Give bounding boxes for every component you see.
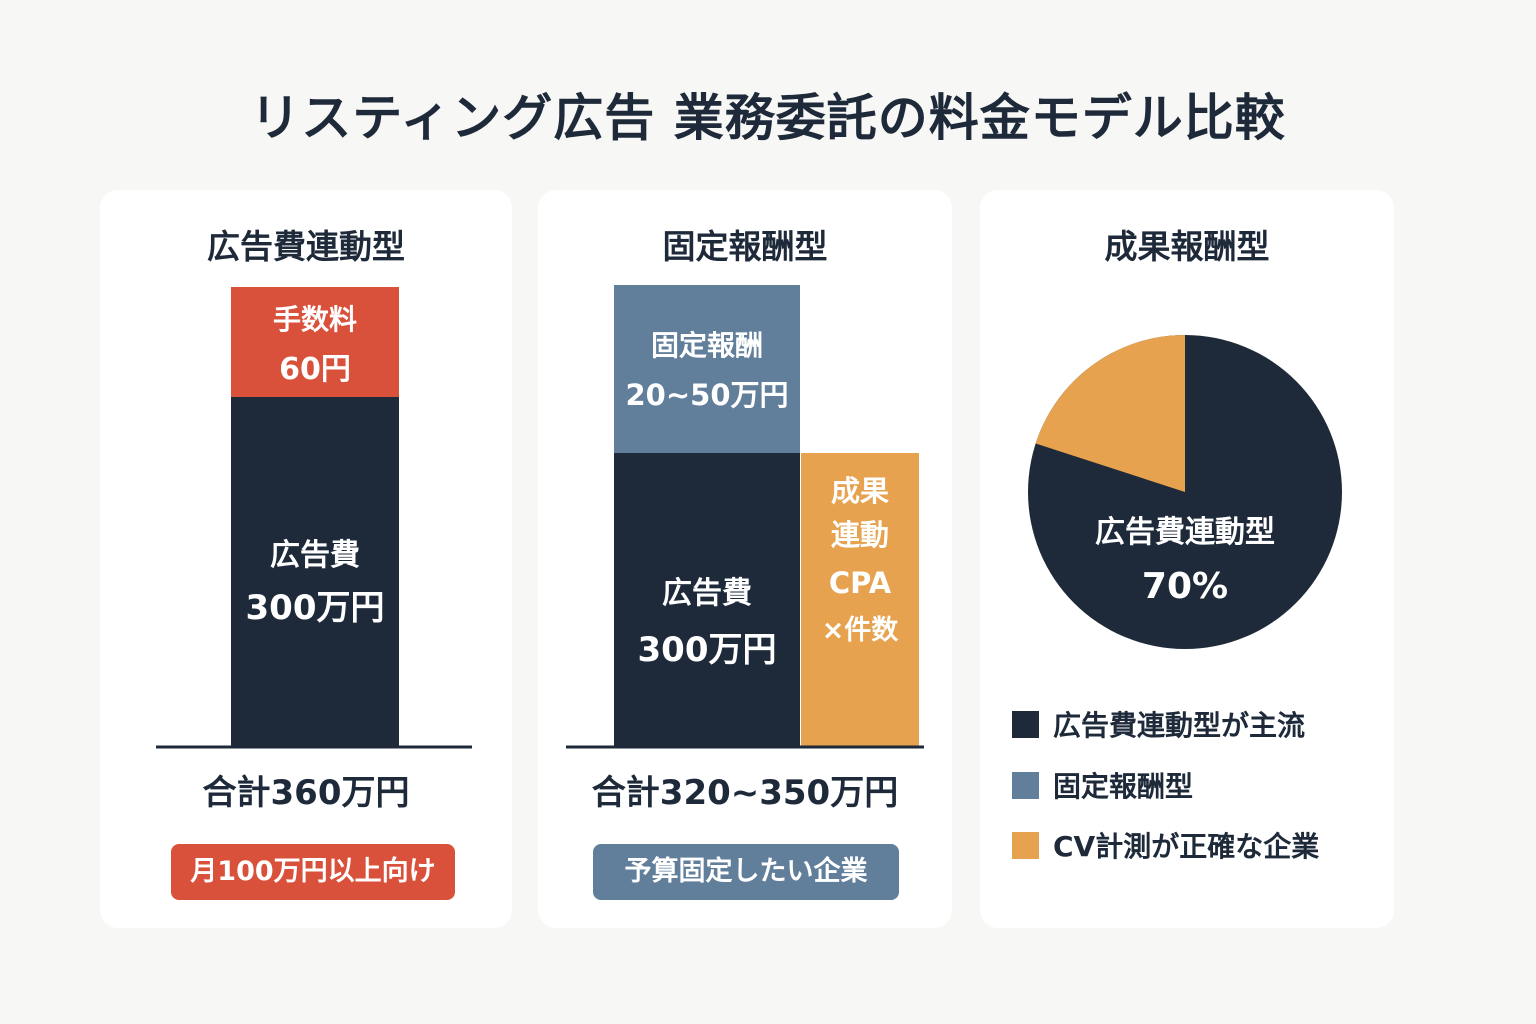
legend-label: 広告費連動型が主流 <box>1053 709 1306 742</box>
bar-segment-fixed-fee <box>614 285 800 453</box>
bar-label-performance-2: 連動 <box>831 518 889 552</box>
legend-swatch <box>1012 771 1039 799</box>
legend-label: 固定報酬型 <box>1053 770 1194 803</box>
card-performance-fee: 成果報酬型 広告費連動型 70% <box>980 190 1394 928</box>
target-badge: 予算固定したい企業 <box>593 844 899 900</box>
legend-item-cv: CV計測が正確な企業 <box>1012 829 1319 865</box>
page-title: リスティング広告 業務委託の料金モデル比較 <box>250 89 1286 147</box>
legend-item-ad-spend: 広告費連動型が主流 <box>1012 708 1305 744</box>
target-badge: 月100万円以上向け <box>171 844 455 900</box>
total-label: 合計360万円 <box>202 773 410 813</box>
card-fixed-fee: 固定報酬型 広告費 300万円 固定報酬 20~50万円 成果 連動 CPA ×… <box>538 190 952 928</box>
bar-value-fee: 60円 <box>279 352 351 387</box>
bar-segment-ad-spend <box>231 397 399 747</box>
bar-label-performance-4: ×件数 <box>822 615 900 646</box>
bar-label-fixed-fee: 固定報酬 <box>651 329 763 362</box>
card-title: 成果報酬型 <box>1104 227 1270 266</box>
bar-label-ad-spend: 広告費 <box>270 538 360 573</box>
bar-segment-fee <box>231 287 399 397</box>
pie-center-label: 広告費連動型 <box>1095 515 1275 550</box>
bar-label-performance-1: 成果 <box>831 474 889 508</box>
pie-slice-other <box>1035 335 1185 492</box>
bar-value-ad-spend: 300万円 <box>246 588 385 628</box>
bar-label-fee: 手数料 <box>273 303 357 336</box>
chart-fixed-fee: 広告費 300万円 固定報酬 20~50万円 成果 連動 CPA ×件数 <box>566 285 924 749</box>
legend-swatch <box>1012 710 1039 738</box>
bar-value-fixed-fee: 20~50万円 <box>625 378 788 412</box>
legend-swatch <box>1012 831 1039 859</box>
bar-label-ad-spend: 広告費 <box>662 576 752 611</box>
chart-pie: 広告費連動型 70% <box>1028 335 1342 649</box>
chart-ad-spend-linked: 広告費 300万円 手数料 60円 <box>156 287 472 749</box>
bar-label-performance-3: CPA <box>829 566 892 600</box>
card-ad-spend-linked: 広告費連動型 広告費 300万円 手数料 60円 合計360万円 月100万円以… <box>100 190 512 928</box>
legend-item-fixed: 固定報酬型 <box>1012 769 1193 805</box>
pie-slices <box>1028 335 1342 649</box>
card-title: 広告費連動型 <box>207 227 405 266</box>
card-title: 固定報酬型 <box>662 227 828 266</box>
bar-value-ad-spend: 300万円 <box>638 630 777 670</box>
bar-segment-performance <box>801 453 919 747</box>
legend-label: CV計測が正確な企業 <box>1053 830 1320 863</box>
total-label: 合計320~350万円 <box>591 773 899 813</box>
pie-center-value: 70% <box>1142 566 1228 607</box>
bar-segment-ad-spend <box>614 453 800 747</box>
